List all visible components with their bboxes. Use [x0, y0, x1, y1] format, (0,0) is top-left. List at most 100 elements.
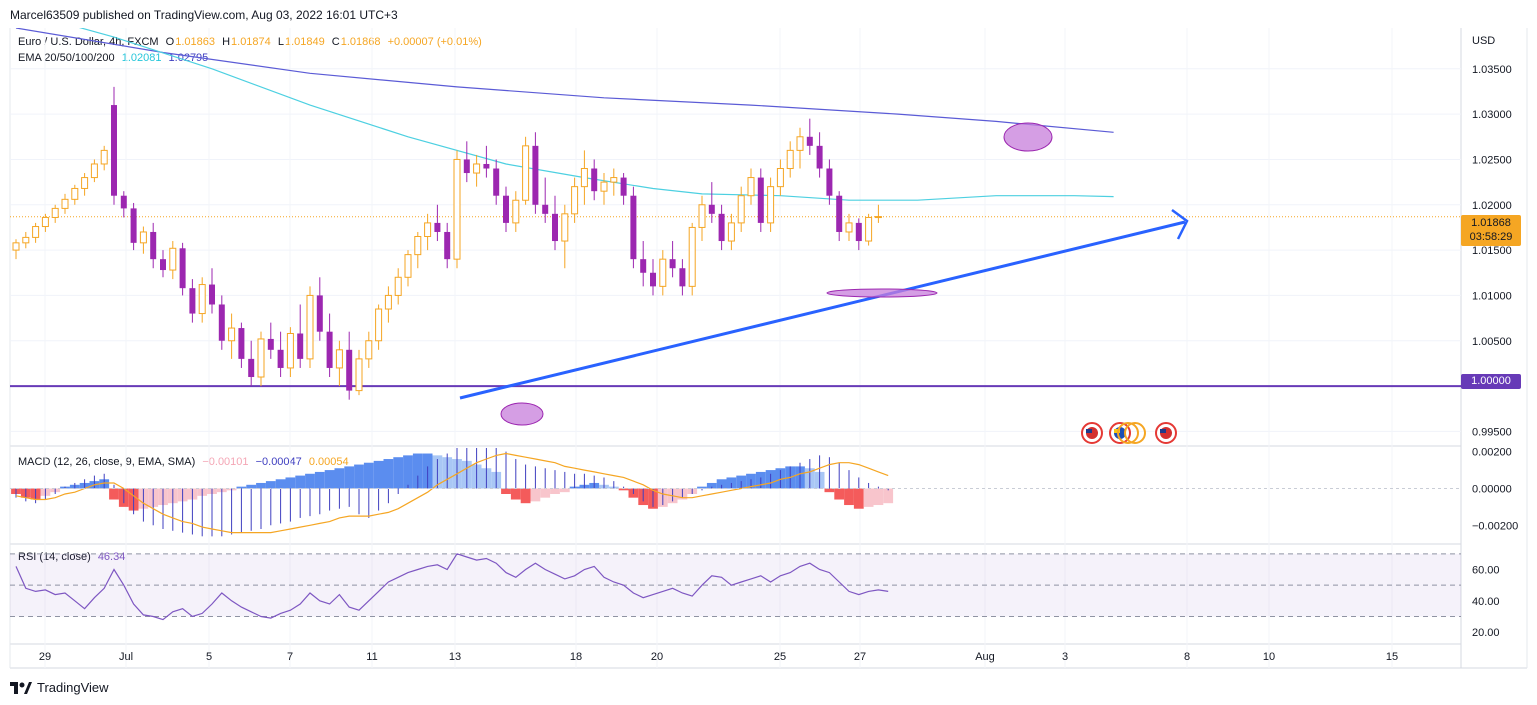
candle-body — [61, 198, 69, 209]
candle-body — [22, 236, 30, 244]
macd-histogram-bar — [295, 475, 306, 489]
candle-bullish — [414, 231, 422, 269]
candle-bullish — [786, 141, 794, 178]
candle-bullish — [90, 159, 98, 183]
candle-bullish — [865, 213, 873, 246]
macd-histogram-bar — [373, 460, 384, 489]
candle-body — [81, 177, 89, 189]
macd-histogram-bar — [324, 470, 335, 489]
candle-bullish — [100, 145, 108, 171]
candle-bullish — [22, 231, 30, 249]
candle-body — [483, 163, 490, 169]
candle-body — [375, 308, 383, 342]
candle-body — [51, 207, 59, 218]
candle-body — [424, 222, 432, 238]
macd-histogram-bar — [824, 488, 835, 493]
high-value: 1.01874 — [231, 36, 271, 48]
rsi-line — [15, 553, 889, 621]
candle-body — [786, 149, 794, 170]
rsi-tick-label: 40.00 — [1472, 596, 1500, 608]
candle-body — [826, 168, 833, 196]
tradingview-footer[interactable]: TradingView — [10, 680, 109, 695]
candle-body — [32, 226, 40, 238]
macd-histogram-bar — [393, 457, 404, 489]
candle-body — [160, 259, 166, 271]
price-tick-label: 1.02500 — [1472, 154, 1512, 166]
candle-bearish — [708, 182, 715, 223]
candle-bullish — [522, 136, 530, 205]
candle-body — [12, 242, 20, 251]
candle-body — [512, 199, 520, 224]
candle-bullish — [306, 286, 314, 368]
candle-bullish — [747, 168, 755, 205]
time-tick-label: 13 — [449, 651, 461, 663]
candle-bearish — [483, 145, 490, 178]
candle-body — [650, 272, 656, 287]
low-value: 1.01849 — [284, 36, 325, 48]
candle-bullish — [874, 204, 882, 223]
candle-bullish — [776, 159, 784, 196]
candle-bearish — [816, 132, 823, 178]
candle-bullish — [600, 173, 608, 205]
macd-histogram-bar — [314, 471, 325, 489]
candle-bearish — [836, 191, 843, 242]
candle-bearish — [189, 279, 196, 323]
candle-body — [865, 216, 873, 242]
time-tick-label: 11 — [366, 651, 377, 663]
candle-body — [394, 276, 402, 296]
candle-bullish — [365, 331, 373, 368]
candle-body — [688, 226, 696, 287]
open-value: 1.01863 — [175, 36, 215, 48]
candle-bullish — [404, 250, 412, 287]
macd-histogram-bar — [559, 488, 570, 493]
candle-body — [571, 186, 579, 215]
candle-body — [659, 258, 667, 287]
candle-body — [640, 259, 647, 273]
candle-body — [698, 204, 706, 228]
candle-body — [767, 186, 775, 224]
macd-histogram-bar — [383, 459, 394, 489]
macd-hist-value: −0.00101 — [202, 456, 249, 468]
candle-body — [365, 340, 373, 360]
macd-tick-label: 0.00200 — [1472, 447, 1512, 459]
candle-body — [346, 349, 353, 391]
macd-histogram-bar — [873, 488, 884, 506]
time-tick-label: 27 — [854, 651, 866, 663]
close-label: C — [331, 36, 340, 48]
candle-body — [218, 304, 225, 341]
candle-body — [796, 136, 804, 151]
macd-histogram-bar — [265, 481, 276, 489]
candle-bullish — [71, 184, 79, 205]
macd-histogram-bar — [501, 488, 511, 494]
macd-group — [11, 448, 894, 537]
time-tick-label: 18 — [570, 651, 582, 663]
candle-bearish — [679, 259, 686, 296]
candle-body — [806, 136, 813, 146]
candle-body — [855, 222, 862, 242]
macd-histogram-bar — [834, 488, 845, 500]
close-value: 1.01868 — [340, 36, 381, 48]
candle-body — [297, 333, 304, 359]
candle-bullish — [375, 304, 383, 350]
macd-histogram-bar — [883, 488, 894, 504]
candle-body — [669, 259, 676, 269]
candle-bullish — [335, 340, 343, 387]
change-value: +0.00007 (+0.01%) — [387, 36, 482, 48]
candle-body — [757, 177, 764, 223]
macd-histogram-bar — [285, 477, 296, 489]
event-flag-ring-stack — [1117, 422, 1139, 444]
time-tick-label: 20 — [651, 651, 663, 663]
price-tick-label: 1.01500 — [1472, 245, 1512, 257]
low-label: L — [277, 36, 284, 48]
macd-histogram-bar — [520, 488, 531, 504]
macd-histogram-bar — [109, 488, 119, 500]
macd-tick-label: −0.00200 — [1472, 520, 1518, 532]
candle-body — [630, 195, 637, 260]
macd-histogram-bar — [412, 453, 423, 489]
event-flag-canton — [1086, 429, 1092, 433]
candle-bearish — [238, 322, 245, 368]
candle-bullish — [473, 154, 481, 187]
macd-histogram-bar — [844, 488, 854, 506]
candle-bullish — [32, 222, 40, 243]
